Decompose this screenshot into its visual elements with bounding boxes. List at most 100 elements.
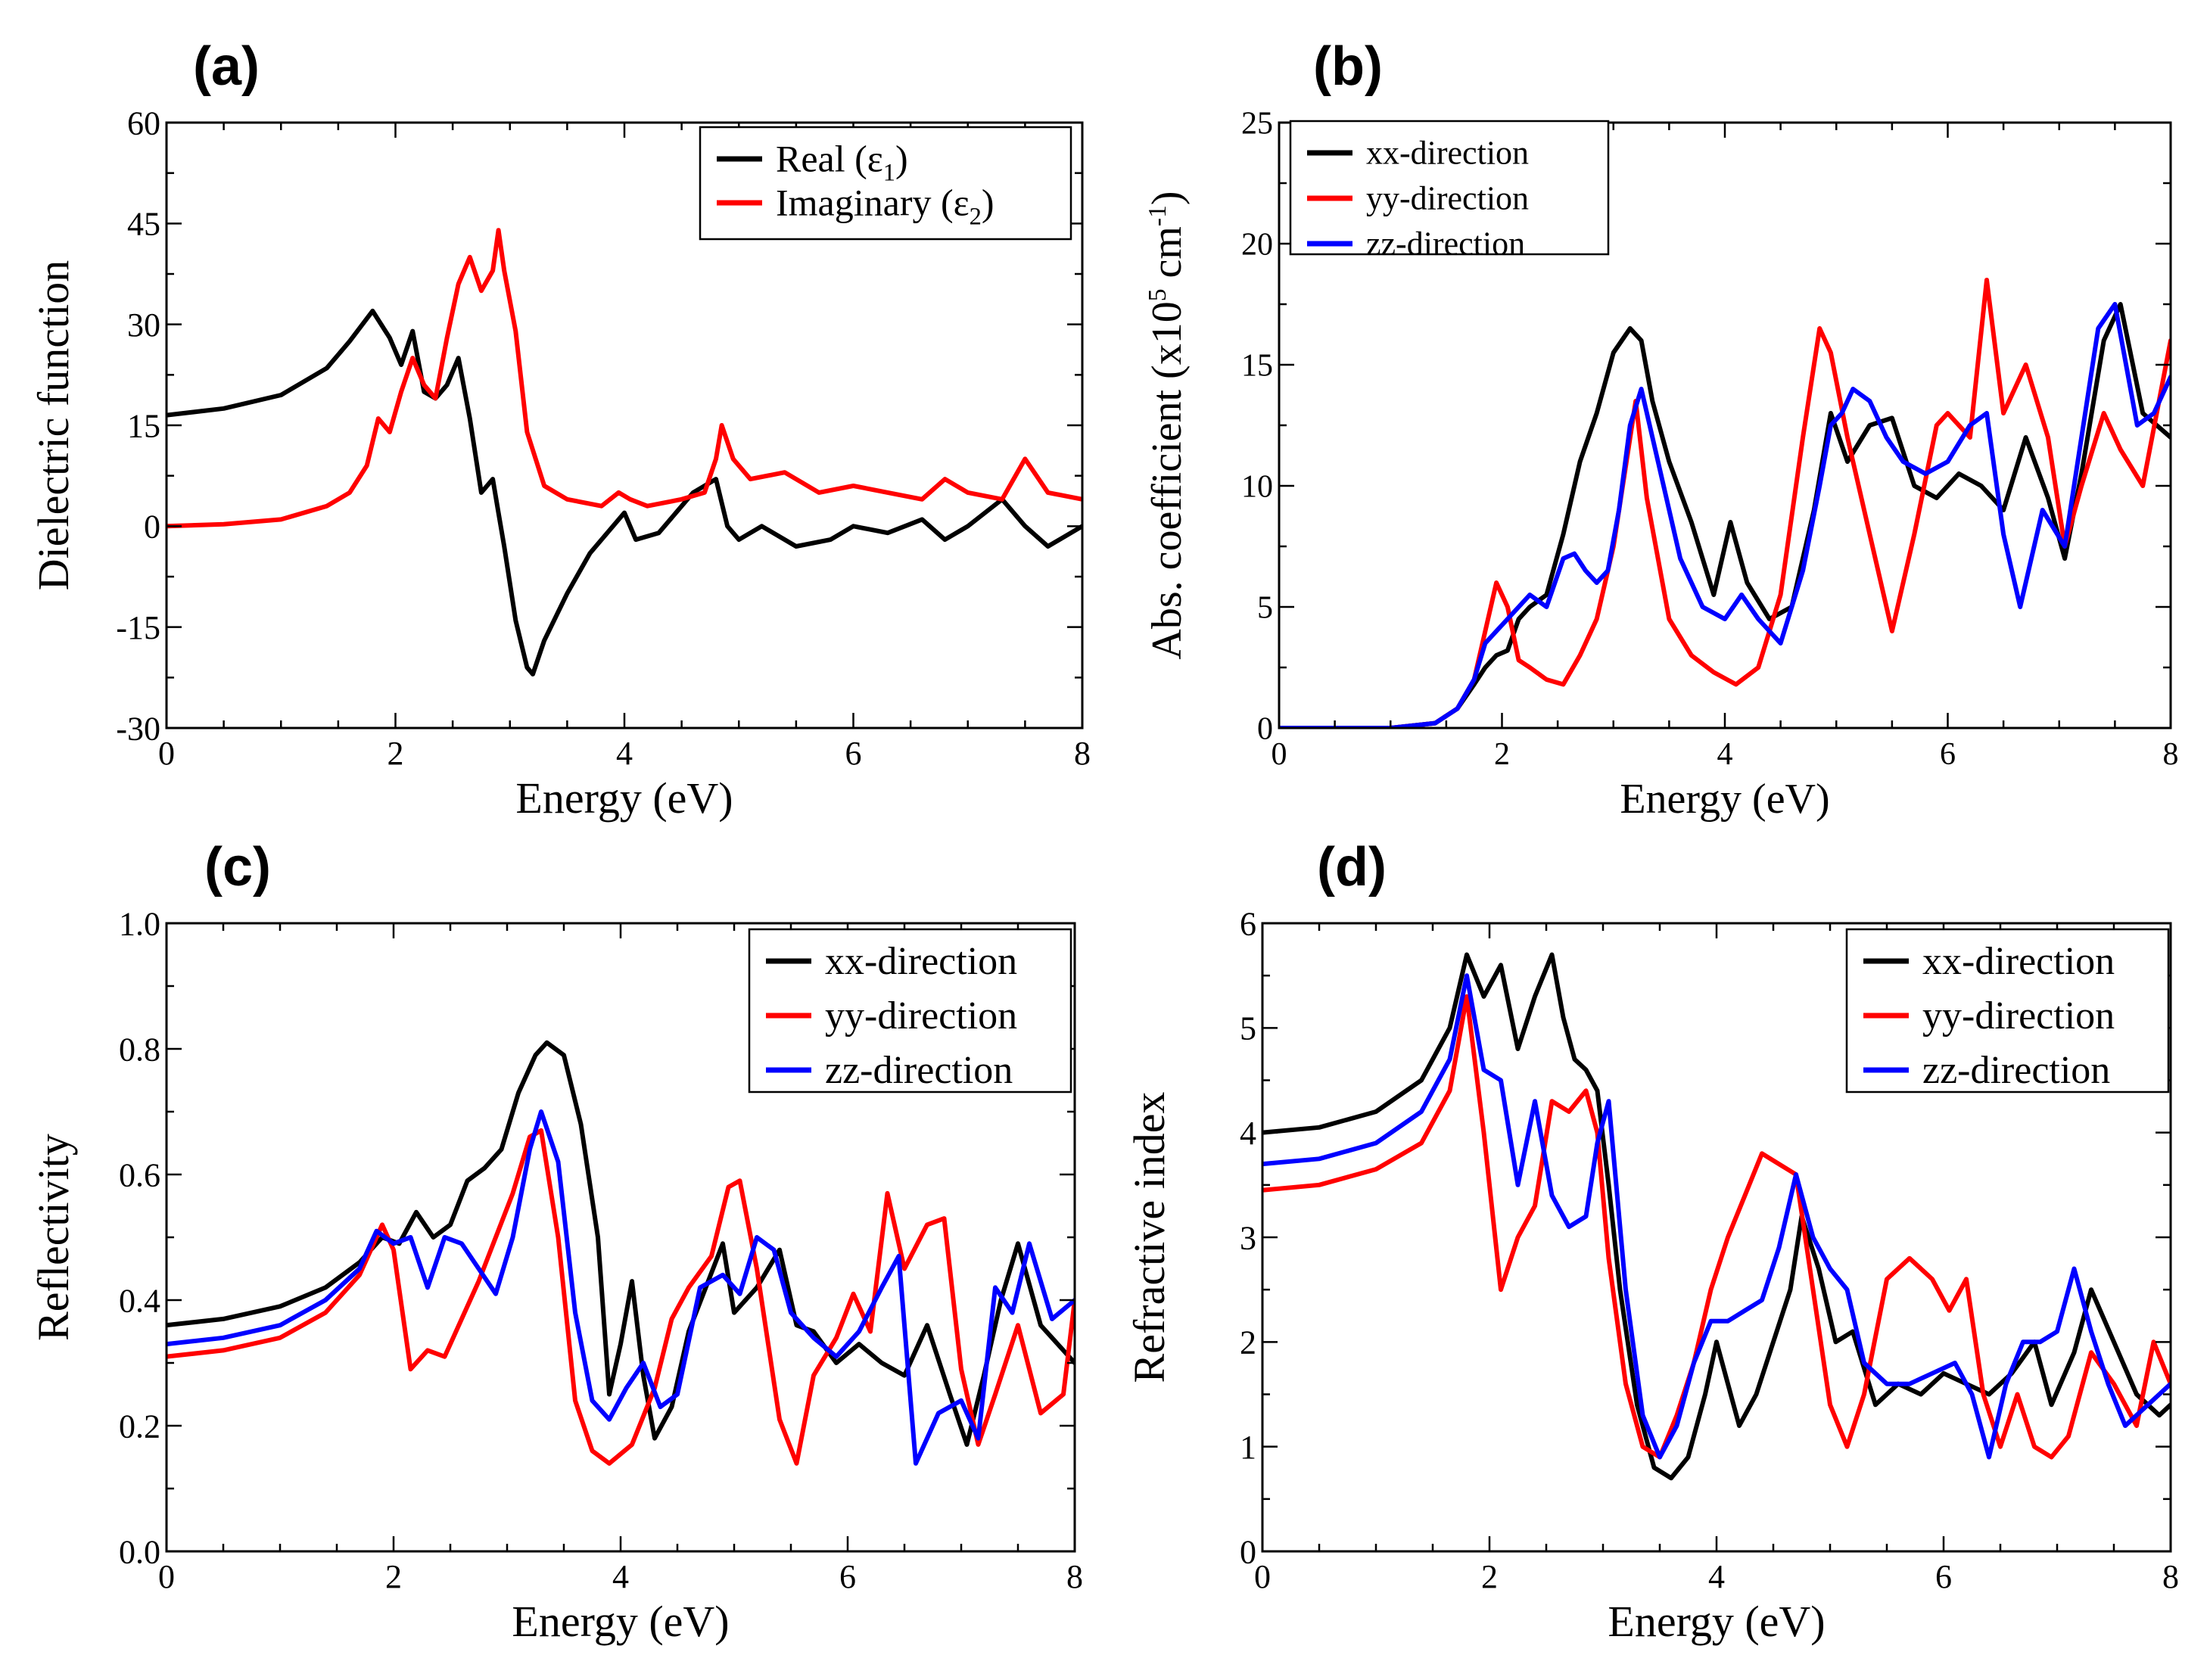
panel-d: (d) 0 2 4 6 8 0 1 2 3 4 5 6 Energy (eV) Refractive ind… <box>1125 837 2179 1646</box>
y-tick-label: 30 <box>127 306 160 344</box>
y-axis-label: Abs. coefficient (x105 cm-1) <box>1144 191 1191 659</box>
panel-c: (c) 0 2 4 6 8 0.0 0.2 0.4 0.6 0.8 1.0 Energy (eV) Ref… <box>29 837 1083 1646</box>
x-tick-label: 2 <box>385 1558 402 1595</box>
series-line-yy-direction <box>1279 278 2171 728</box>
y-tick-label: 0 <box>1240 1533 1256 1570</box>
x-tick-label: 0 <box>1272 737 1287 772</box>
legend: xx-direction yy-direction zz-direction <box>748 928 1072 1094</box>
legend-label: yy-direction <box>1366 180 1529 217</box>
legend-label-text: Imaginary (ε <box>776 182 970 224</box>
x-tick-label: 2 <box>1494 737 1510 772</box>
y-axis-label-part: cm <box>1144 226 1191 288</box>
legend-label-text: xx-direction <box>1922 940 2115 983</box>
x-tick-label: 6 <box>839 1558 856 1595</box>
y-tick-label: 15 <box>127 407 160 444</box>
y-tick-label: 20 <box>1241 228 1273 263</box>
legend-label-text: yy-direction <box>1366 180 1529 217</box>
x-tick-label: 6 <box>845 735 862 772</box>
panel-label: (c) <box>204 837 271 898</box>
x-tick-label: 8 <box>2162 1558 2179 1595</box>
y-tick-label: -30 <box>116 710 160 747</box>
legend-label-text: zz-direction <box>825 1049 1013 1092</box>
legend-label-subscript: 2 <box>970 204 982 231</box>
legend-label-text: yy-direction <box>1922 994 2115 1038</box>
y-tick-label: 2 <box>1240 1324 1256 1361</box>
x-tick-label: 2 <box>388 735 404 772</box>
x-tick-label: 4 <box>612 1558 629 1595</box>
y-tick-label: 10 <box>1241 470 1273 505</box>
x-tick-label: 8 <box>2163 737 2179 772</box>
x-tick-label: 4 <box>1708 1558 1725 1595</box>
y-tick-label: 25 <box>1241 107 1273 142</box>
panel-label: (a) <box>193 36 260 97</box>
legend-label-subscript: 1 <box>883 160 895 187</box>
series-line-yy-direction <box>167 1128 1075 1466</box>
y-tick-label: 0.8 <box>119 1031 160 1068</box>
series-line-real----- <box>167 308 1082 677</box>
legend-label-close: ) <box>982 182 994 224</box>
legend-box <box>699 126 1072 241</box>
series-line-imaginary----- <box>167 228 1082 529</box>
legend-label-close: ) <box>895 138 908 180</box>
y-tick-label: 5 <box>1257 591 1273 626</box>
x-tick-label: 4 <box>1717 737 1733 772</box>
y-axis-label-superscript: 5 <box>1144 289 1172 302</box>
legend-label: Imaginary (ε2) <box>776 182 994 231</box>
y-tick-label: 6 <box>1240 905 1256 942</box>
legend-label-text: yy-direction <box>825 994 1017 1038</box>
y-axis-label-part: ) <box>1144 191 1191 205</box>
x-axis-label: Energy (eV) <box>1620 776 1829 823</box>
panel-label: (b) <box>1313 36 1383 97</box>
y-tick-label: 5 <box>1240 1010 1256 1047</box>
y-tick-label: 3 <box>1240 1219 1256 1256</box>
legend-label-text: zz-direction <box>1922 1049 2110 1092</box>
legend: xx-direction yy-direction zz-direction <box>1289 120 1610 263</box>
series-line-xx-direction <box>1262 952 2171 1481</box>
y-tick-label: 60 <box>127 104 160 142</box>
legend-label-text: zz-direction <box>1366 226 1525 263</box>
y-tick-label: 0 <box>144 509 160 546</box>
legend-box <box>748 928 1072 1094</box>
x-tick-label: 0 <box>158 735 175 772</box>
legend-label-text: xx-direction <box>825 940 1017 983</box>
legend: Real (ε1)Imaginary (ε2) <box>699 126 1072 241</box>
series-line-zz-direction <box>1262 973 2171 1460</box>
y-tick-label: 4 <box>1240 1115 1256 1152</box>
x-tick-label: 0 <box>158 1558 175 1595</box>
legend-label: xx-direction <box>1366 135 1529 172</box>
legend-label-text: xx-direction <box>1366 135 1529 172</box>
legend-label: zz-direction <box>825 1049 1013 1092</box>
legend-label: Real (ε1) <box>776 138 908 187</box>
legend-label-text: Real (ε <box>776 138 883 180</box>
series-line-zz-direction <box>167 1109 1075 1466</box>
legend-label: zz-direction <box>1922 1049 2110 1092</box>
legend-label: xx-direction <box>1922 940 2115 983</box>
series-line-xx-direction <box>167 1040 1075 1447</box>
x-tick-label: 6 <box>1935 1558 1952 1595</box>
series-line-xx-direction <box>1279 302 2171 728</box>
x-tick-label: 6 <box>1940 737 1956 772</box>
y-axis-label: Reflectivity <box>29 1134 78 1341</box>
legend-box <box>1289 120 1610 256</box>
series-line-yy-direction <box>1262 994 2171 1460</box>
y-tick-label: 15 <box>1241 349 1273 384</box>
legend-label: xx-direction <box>825 940 1017 983</box>
y-tick-label: 0.4 <box>119 1282 160 1319</box>
y-tick-label: 0 <box>1257 712 1273 747</box>
x-axis-label: Energy (eV) <box>515 773 733 823</box>
series-line-zz-direction <box>1279 302 2171 728</box>
y-tick-label: 45 <box>127 206 160 243</box>
x-tick-label: 0 <box>1254 1558 1271 1595</box>
y-tick-label: 0.2 <box>119 1408 160 1445</box>
y-tick-label: -15 <box>116 609 160 646</box>
x-axis-label: Energy (eV) <box>1608 1597 1825 1646</box>
legend-label: yy-direction <box>1922 994 2115 1038</box>
panel-a: (a) 0 2 4 6 8 -30 -15 0 15 30 45 60 Energy (eV) Dielec… <box>29 36 1091 823</box>
legend-box <box>1845 928 2170 1094</box>
panel-label: (d) <box>1317 837 1387 898</box>
y-tick-label: 0.6 <box>119 1156 160 1193</box>
y-tick-label: 0.0 <box>119 1533 160 1570</box>
x-tick-label: 8 <box>1074 735 1091 772</box>
y-tick-label: 1 <box>1240 1429 1256 1466</box>
